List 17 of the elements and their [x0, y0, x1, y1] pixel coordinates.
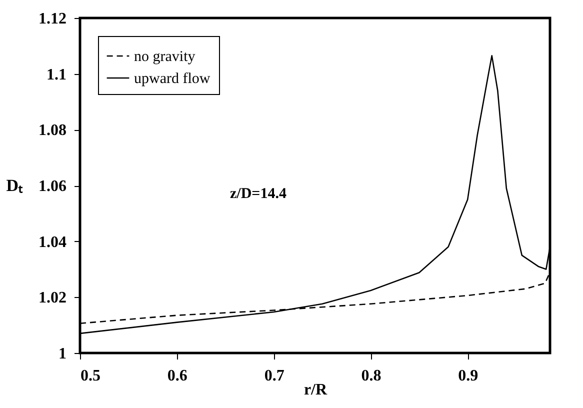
- y-tick-label: 1: [58, 346, 66, 362]
- y-tick-label: 1.04: [38, 234, 66, 251]
- x-axis-title: r/R: [304, 382, 328, 398]
- y-tick-label: 1.08: [38, 122, 66, 140]
- y-tick-label: 1.1: [46, 66, 66, 84]
- y-tick-label: 1.06: [38, 178, 66, 195]
- annotation: z/D=14.4: [230, 186, 287, 202]
- x-tick-label: 0.7: [264, 368, 284, 384]
- x-tick-label: 0.8: [361, 368, 382, 384]
- x-tick-label: 0.9: [458, 368, 478, 384]
- legend-label: no gravity: [134, 49, 196, 65]
- x-tick-label: 0.5: [80, 368, 100, 384]
- y-axis-title: Dₜ: [6, 176, 24, 195]
- y-tick-label: 1.12: [38, 10, 66, 28]
- legend-label: upward flow: [134, 71, 210, 87]
- y-tick-label: 1.02: [38, 290, 66, 307]
- x-tick-label: 0.6: [167, 368, 188, 384]
